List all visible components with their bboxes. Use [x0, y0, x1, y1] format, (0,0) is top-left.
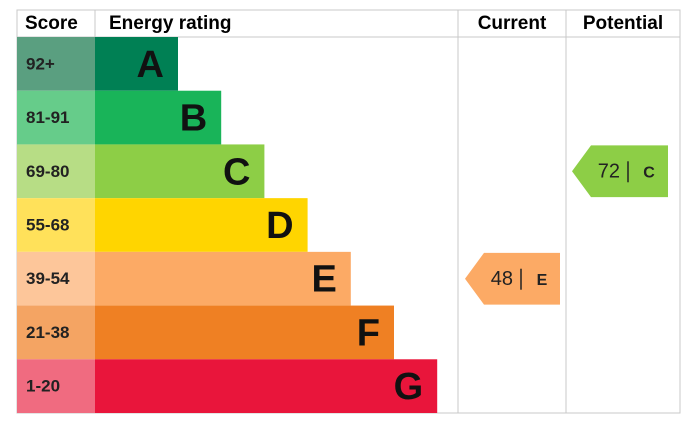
score-cell: [17, 251, 95, 306]
band-letter: D: [266, 205, 293, 247]
current-letter: E: [537, 272, 548, 289]
band-letter: F: [357, 312, 380, 354]
header-current: Current: [478, 13, 547, 34]
score-label: 81-91: [26, 108, 69, 127]
score-cell: [17, 144, 95, 199]
potential-arrow: [572, 145, 668, 198]
score-label: 69-80: [26, 162, 69, 181]
band-bar: [95, 251, 351, 306]
score-cell: [17, 90, 95, 145]
current-arrow: [465, 252, 560, 305]
header-score: Score: [25, 13, 78, 34]
score-cell: [17, 305, 95, 360]
potential-letter: C: [643, 165, 655, 182]
score-cell: [17, 37, 95, 91]
header-rating: Energy rating: [109, 13, 231, 34]
band-bar: [95, 144, 265, 199]
band-bar: [95, 198, 308, 252]
score-cell: [17, 198, 95, 252]
band-bar: [95, 37, 178, 91]
band-bar: [95, 305, 394, 360]
band-letter: E: [311, 259, 336, 301]
band-letter: A: [137, 44, 164, 86]
band-bar: [95, 359, 438, 413]
score-label: 21-38: [26, 323, 69, 342]
header-potential: Potential: [583, 13, 663, 34]
score-label: 55-68: [26, 215, 69, 234]
current-value: 48: [491, 268, 513, 290]
band-letter: C: [223, 151, 250, 193]
band-bar: [95, 90, 222, 145]
potential-value: 72: [598, 161, 620, 183]
score-label: 39-54: [26, 269, 70, 288]
score-label: 1-20: [26, 377, 60, 396]
score-label: 92+: [26, 54, 55, 73]
band-letter: G: [394, 366, 424, 408]
score-cell: [17, 359, 95, 413]
band-letter: B: [180, 98, 207, 140]
